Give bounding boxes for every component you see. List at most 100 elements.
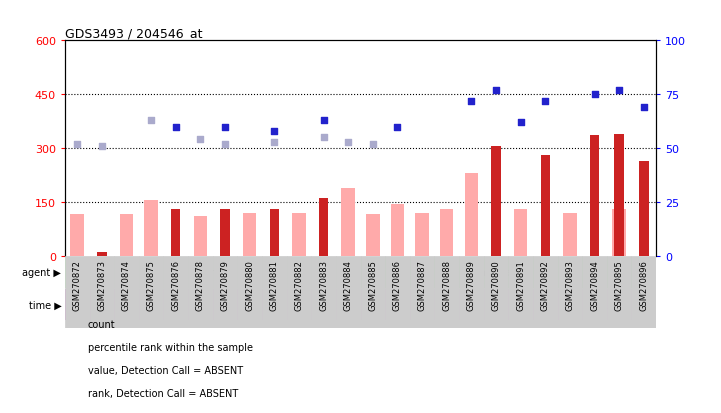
Bar bbox=[89, 256, 114, 328]
Text: GSM270887: GSM270887 bbox=[417, 260, 427, 311]
Text: 2 h: 2 h bbox=[462, 300, 480, 310]
Text: time ▶: time ▶ bbox=[29, 300, 61, 310]
Bar bbox=[65, 290, 139, 320]
Text: GSM270875: GSM270875 bbox=[146, 260, 156, 311]
Bar bbox=[286, 256, 311, 328]
Bar bbox=[138, 290, 213, 320]
Bar bbox=[342, 188, 355, 256]
Text: 1 h: 1 h bbox=[93, 300, 110, 310]
Text: GSM270888: GSM270888 bbox=[442, 260, 451, 311]
Bar bbox=[533, 256, 557, 328]
Bar bbox=[213, 290, 286, 320]
Text: GSM270895: GSM270895 bbox=[615, 260, 624, 310]
Bar bbox=[508, 290, 583, 320]
Point bbox=[268, 139, 280, 145]
Bar bbox=[391, 204, 404, 256]
Point bbox=[146, 117, 157, 124]
Bar bbox=[188, 256, 213, 328]
Bar bbox=[607, 256, 632, 328]
Bar bbox=[440, 209, 454, 256]
Point bbox=[638, 104, 650, 111]
Point bbox=[71, 141, 83, 148]
Bar bbox=[262, 256, 286, 328]
Text: GSM270879: GSM270879 bbox=[221, 260, 229, 311]
Bar bbox=[410, 256, 434, 328]
Point bbox=[268, 128, 280, 135]
Bar bbox=[434, 290, 508, 320]
Bar bbox=[292, 213, 306, 256]
Point bbox=[318, 117, 329, 124]
Bar bbox=[311, 256, 336, 328]
Bar bbox=[138, 256, 164, 328]
Bar bbox=[514, 209, 527, 256]
Text: GSM270874: GSM270874 bbox=[122, 260, 131, 311]
Text: GSM270896: GSM270896 bbox=[640, 260, 648, 311]
Bar bbox=[360, 257, 656, 288]
Bar bbox=[464, 174, 478, 256]
Bar bbox=[434, 256, 459, 328]
Text: GSM270890: GSM270890 bbox=[492, 260, 500, 310]
Text: GSM270884: GSM270884 bbox=[344, 260, 353, 311]
Bar bbox=[583, 256, 607, 328]
Point bbox=[219, 124, 231, 131]
Bar bbox=[194, 217, 207, 256]
Text: GSM270891: GSM270891 bbox=[516, 260, 525, 310]
Bar bbox=[614, 134, 624, 256]
Text: GSM270872: GSM270872 bbox=[73, 260, 81, 311]
Text: GSM270893: GSM270893 bbox=[565, 260, 575, 311]
Text: value, Detection Call = ABSENT: value, Detection Call = ABSENT bbox=[88, 365, 243, 375]
Bar bbox=[639, 161, 648, 256]
Bar bbox=[360, 290, 434, 320]
Text: 4 h: 4 h bbox=[536, 300, 554, 310]
Text: 2 h: 2 h bbox=[167, 300, 185, 310]
Text: GSM270882: GSM270882 bbox=[294, 260, 304, 311]
Bar bbox=[557, 256, 583, 328]
Bar bbox=[508, 256, 533, 328]
Bar bbox=[120, 215, 133, 256]
Point bbox=[367, 141, 379, 148]
Text: GDS3493 / 204546_at: GDS3493 / 204546_at bbox=[65, 27, 203, 40]
Bar bbox=[484, 256, 508, 328]
Point bbox=[219, 141, 231, 148]
Point bbox=[589, 92, 601, 98]
Bar bbox=[415, 213, 429, 256]
Text: 1 h: 1 h bbox=[389, 300, 406, 310]
Point bbox=[392, 124, 403, 131]
Text: control: control bbox=[193, 268, 232, 278]
Bar bbox=[612, 209, 626, 256]
Point bbox=[195, 137, 206, 143]
Text: GSM270878: GSM270878 bbox=[196, 260, 205, 311]
Point bbox=[466, 98, 477, 105]
Bar bbox=[65, 256, 89, 328]
Text: GSM270885: GSM270885 bbox=[368, 260, 377, 311]
Bar bbox=[583, 290, 656, 320]
Bar bbox=[319, 199, 328, 256]
Text: GSM270889: GSM270889 bbox=[467, 260, 476, 311]
Point bbox=[318, 135, 329, 141]
Bar bbox=[541, 156, 550, 256]
Point bbox=[342, 139, 354, 145]
Bar bbox=[563, 213, 577, 256]
Text: GSM270880: GSM270880 bbox=[245, 260, 254, 311]
Bar bbox=[144, 201, 158, 256]
Text: GSM270881: GSM270881 bbox=[270, 260, 279, 311]
Text: 24 h: 24 h bbox=[606, 300, 632, 310]
Point bbox=[515, 120, 526, 126]
Bar bbox=[491, 147, 500, 256]
Text: agent ▶: agent ▶ bbox=[22, 268, 61, 278]
Bar bbox=[270, 209, 279, 256]
Point bbox=[490, 88, 502, 94]
Text: GSM270894: GSM270894 bbox=[590, 260, 599, 310]
Bar bbox=[114, 256, 138, 328]
Bar bbox=[213, 256, 237, 328]
Text: 4 h: 4 h bbox=[241, 300, 259, 310]
Bar bbox=[459, 256, 484, 328]
Bar bbox=[97, 252, 107, 256]
Text: rank, Detection Call = ABSENT: rank, Detection Call = ABSENT bbox=[88, 388, 238, 398]
Bar bbox=[243, 213, 257, 256]
Bar bbox=[336, 256, 360, 328]
Point bbox=[539, 98, 551, 105]
Text: cigarette smoke: cigarette smoke bbox=[464, 268, 553, 278]
Bar bbox=[164, 256, 188, 328]
Text: GSM270873: GSM270873 bbox=[97, 260, 106, 311]
